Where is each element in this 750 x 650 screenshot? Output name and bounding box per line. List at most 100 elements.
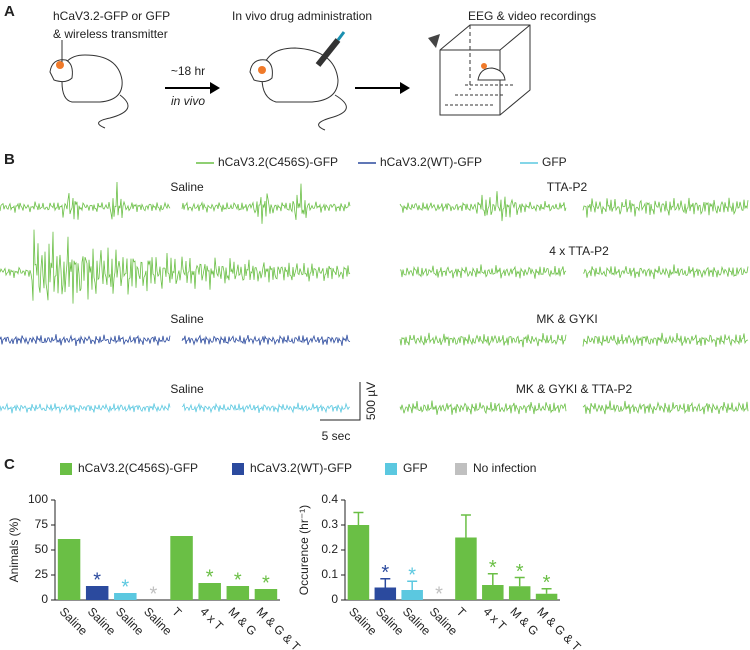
eeg-trace: [399, 332, 567, 348]
eeg-trace: [181, 402, 351, 414]
legend-label: hCaV3.2(WT)-GFP: [380, 155, 482, 169]
legend-swatch: [60, 463, 72, 475]
legend-label: hCaV3.2(C456S)-GFP: [78, 461, 198, 475]
y-tick-label: 0: [41, 592, 48, 606]
legend-label: hCaV3.2(C456S)-GFP: [218, 155, 338, 169]
x-tick-label: Saline: [427, 604, 461, 638]
trace-label: MK & GYKI & TTA-P2: [516, 382, 633, 396]
x-tick-label: 4 x T: [197, 604, 226, 633]
bar: [254, 589, 278, 600]
significance-star: *: [381, 562, 389, 584]
eeg-trace: [0, 229, 351, 304]
eeg-trace: [399, 264, 567, 279]
error-bar: [407, 580, 418, 590]
y-axis-label: Animals (%): [7, 518, 21, 583]
panel-a-drawing: [49, 24, 531, 131]
x-tick-label: M & G & T: [534, 604, 584, 650]
y-tick-label: 0.4: [321, 492, 338, 506]
error-bar: [353, 511, 364, 525]
bar: [482, 585, 504, 600]
interval-text: ~18 hr: [171, 64, 205, 78]
y-axis-label: Occurence (hr⁻¹): [297, 505, 311, 595]
x-tick-label: Saline: [113, 604, 147, 638]
bar: [455, 537, 477, 600]
legend-label: No infection: [473, 461, 536, 475]
eeg-trace: [0, 181, 171, 220]
bar: [198, 583, 221, 600]
significance-star: *: [93, 569, 101, 591]
y-tick-label: 0.3: [321, 517, 338, 531]
y-tick-label: 0: [331, 592, 338, 606]
bar: [85, 586, 109, 600]
x-tick-label: Saline: [85, 604, 119, 638]
eeg-trace: [0, 334, 171, 346]
significance-star: *: [150, 583, 158, 605]
error-bar: [380, 578, 391, 588]
step-text: hCaV3.2-GFP or GFP: [53, 9, 170, 23]
error-bar: [541, 588, 552, 594]
bar: [226, 586, 250, 600]
bar: [170, 536, 193, 600]
x-tick-label: Saline: [57, 604, 91, 638]
interval-note: in vivo: [171, 94, 205, 108]
legend-label: GFP: [542, 155, 567, 169]
y-tick-label: 75: [35, 517, 49, 531]
bar: [374, 587, 397, 600]
error-bar: [487, 573, 498, 585]
legend-label: hCaV3.2(WT)-GFP: [250, 461, 352, 475]
significance-star: *: [206, 566, 214, 588]
x-tick-label: M & G: [507, 604, 541, 638]
bar: [57, 539, 81, 600]
x-tick-label: T: [169, 604, 185, 620]
significance-star: *: [435, 583, 443, 605]
eeg-trace: [181, 183, 351, 224]
trace-label: 4 x TTA-P2: [549, 244, 609, 258]
x-tick-label: Saline: [400, 604, 434, 638]
eeg-trace: [0, 402, 171, 414]
panel-label: C: [4, 456, 15, 473]
axis: [344, 500, 560, 601]
eeg-trace: [582, 400, 749, 415]
eeg-trace: [399, 191, 567, 222]
significance-star: *: [489, 557, 497, 579]
step-text: EEG & video recordings: [468, 9, 596, 23]
trace-label: Saline: [170, 382, 204, 396]
significance-star: *: [262, 572, 270, 594]
x-tick-label: M & G & T: [254, 604, 304, 650]
x-tick-label: Saline: [346, 604, 380, 638]
scale-bar: [320, 382, 361, 421]
scale-label: 5 sec: [322, 429, 351, 443]
eeg-trace: [582, 332, 749, 347]
eeg-trace: [582, 197, 749, 218]
trace-label: Saline: [170, 312, 204, 326]
trace-label: TTA-P2: [547, 180, 588, 194]
x-tick-label: Saline: [141, 604, 175, 638]
trace-label: Saline: [170, 180, 204, 194]
significance-star: *: [234, 569, 242, 591]
y-tick-label: 0.2: [321, 542, 338, 556]
step-text: & wireless transmitter: [53, 27, 168, 41]
panel-label: B: [4, 151, 15, 168]
significance-star: *: [408, 565, 416, 587]
bar: [347, 525, 370, 600]
panel-label: A: [4, 3, 15, 20]
bar: [401, 590, 423, 600]
trace-label: MK & GYKI: [536, 312, 597, 326]
eeg-trace: [582, 264, 749, 280]
axis: [54, 500, 280, 601]
bar: [114, 593, 137, 600]
bar: [535, 593, 558, 600]
scale-label: 500 µV: [364, 382, 378, 420]
x-tick-label: M & G: [225, 604, 259, 638]
x-tick-label: T: [454, 604, 470, 620]
legend-swatch: [455, 463, 467, 475]
legend-swatch: [232, 463, 244, 475]
y-tick-label: 0.1: [321, 567, 338, 581]
significance-star: *: [543, 572, 551, 594]
y-tick-label: 50: [35, 542, 49, 556]
step-text: In vivo drug administration: [232, 9, 372, 23]
eeg-trace: [181, 334, 351, 346]
eeg-trace: [399, 400, 567, 415]
y-tick-label: 100: [28, 492, 48, 506]
